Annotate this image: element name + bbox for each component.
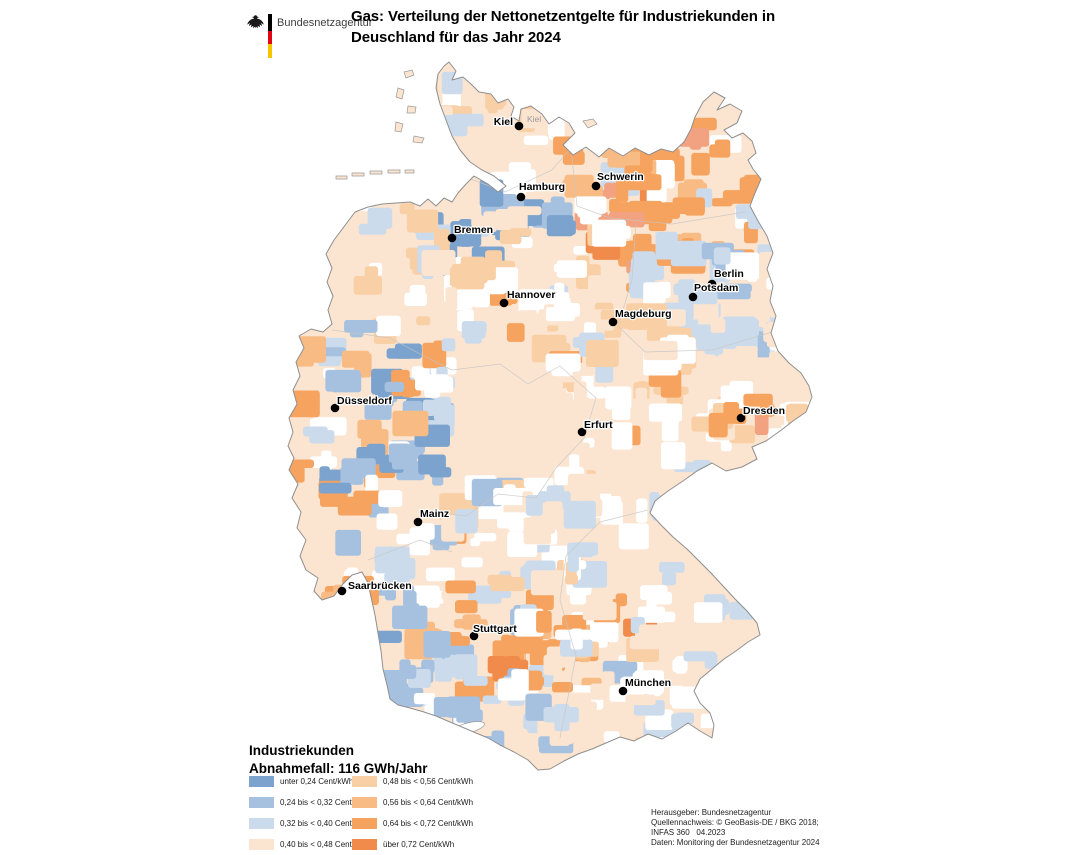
city-label: Potsdam	[694, 282, 738, 294]
city-label: Hannover	[507, 289, 555, 301]
legend-title-line2: Abnahmefall: 116 GWh/Jahr	[249, 761, 428, 776]
legend-item: 0,64 bis < 0,72 Cent/kWh	[352, 818, 473, 829]
logo-text: Bundesnetzagentur	[277, 17, 373, 29]
legend-swatch	[249, 818, 274, 829]
source-note-line: Daten: Monitoring der Bundesnetzagentur …	[651, 838, 820, 847]
basemap-city-label: Kiel	[527, 114, 541, 124]
source-note-line: Quellennachweis: © GeoBasis-DE / BKG 201…	[651, 818, 819, 827]
legend-swatch	[249, 839, 274, 850]
page-title-line1: Gas: Verteilung der Nettonetzentgelte fü…	[351, 8, 776, 25]
legend-title: Industriekunden Abnahmefall: 116 GWh/Jah…	[249, 742, 428, 778]
legend-item: über 0,72 Cent/kWh	[352, 839, 473, 850]
city-dot	[736, 413, 746, 423]
legend-item: 0,48 bis < 0,56 Cent/kWh	[352, 776, 473, 787]
legend-swatch	[352, 797, 377, 808]
city-label: Magdeburg	[615, 308, 672, 320]
city-label: Stuttgart	[473, 623, 517, 635]
city-layer: Kiel Kiel Hamburg Schwerin Bremen Berlin Potsd…	[330, 114, 786, 696]
legend-label: 0,64 bis < 0,72 Cent/kWh	[383, 819, 474, 828]
city-label: Bremen	[454, 224, 493, 236]
city-dot	[577, 427, 587, 437]
city-dot	[516, 192, 526, 202]
legend-label: 0,48 bis < 0,56 Cent/kWh	[383, 777, 474, 786]
state-borders	[331, 147, 773, 739]
page-title: Gas: Verteilung der Nettonetzentgelte fü…	[351, 6, 775, 48]
flag-stripe	[268, 14, 272, 58]
legend-swatch	[352, 839, 377, 850]
city-dot	[499, 298, 509, 308]
city-dot	[707, 279, 717, 289]
germany-outline	[287, 61, 813, 771]
source-note-line: INFAS 360 04.2023	[651, 828, 726, 837]
city-dot	[591, 181, 601, 191]
city-label: Erfurt	[584, 419, 613, 431]
islands	[335, 69, 598, 180]
legend-swatch	[352, 818, 377, 829]
legend-label: über 0,72 Cent/kWh	[383, 840, 455, 849]
page-title-line2: Deuschland für das Jahr 2024	[351, 29, 561, 46]
city-label: Schwerin	[597, 171, 644, 183]
city-label: Düsseldorf	[337, 395, 392, 407]
city-label: Kiel	[494, 116, 513, 128]
legend-swatch	[249, 797, 274, 808]
legend-swatch	[249, 776, 274, 787]
legend-label: unter 0,24 Cent/kWh	[280, 777, 354, 786]
city-label: Hamburg	[519, 181, 565, 193]
city-label: Mainz	[420, 508, 449, 520]
city-label: München	[625, 677, 671, 689]
city-label: Berlin	[714, 268, 744, 280]
source-note-line: Herausgeber: Bundesnetzagentur	[651, 808, 772, 817]
legend-label: 0,56 bis < 0,64 Cent/kWh	[383, 798, 474, 807]
city-dot	[330, 403, 340, 413]
city-label: Saarbrücken	[348, 580, 412, 592]
city-dot	[447, 233, 457, 243]
city-label: Dresden	[743, 405, 785, 417]
legend-item: unter 0,24 Cent/kWh	[249, 776, 370, 787]
city-dot	[608, 317, 618, 327]
city-dot	[618, 686, 628, 696]
legend-swatch	[352, 776, 377, 787]
city-dot	[413, 517, 423, 527]
legend-column-orange: 0,48 bis < 0,56 Cent/kWh 0,56 bis < 0,64 …	[352, 776, 473, 855]
source-note: Herausgeber: Bundesnetzagentur Quellennac…	[651, 808, 820, 848]
legend-title-line1: Industriekunden	[249, 743, 355, 758]
city-dot	[337, 586, 347, 596]
city-dot	[469, 631, 479, 641]
federal-eagle-icon	[245, 13, 266, 34]
legend-item: 0,56 bis < 0,64 Cent/kWh	[352, 797, 473, 808]
city-dot	[688, 292, 698, 302]
city-dot	[514, 121, 524, 131]
